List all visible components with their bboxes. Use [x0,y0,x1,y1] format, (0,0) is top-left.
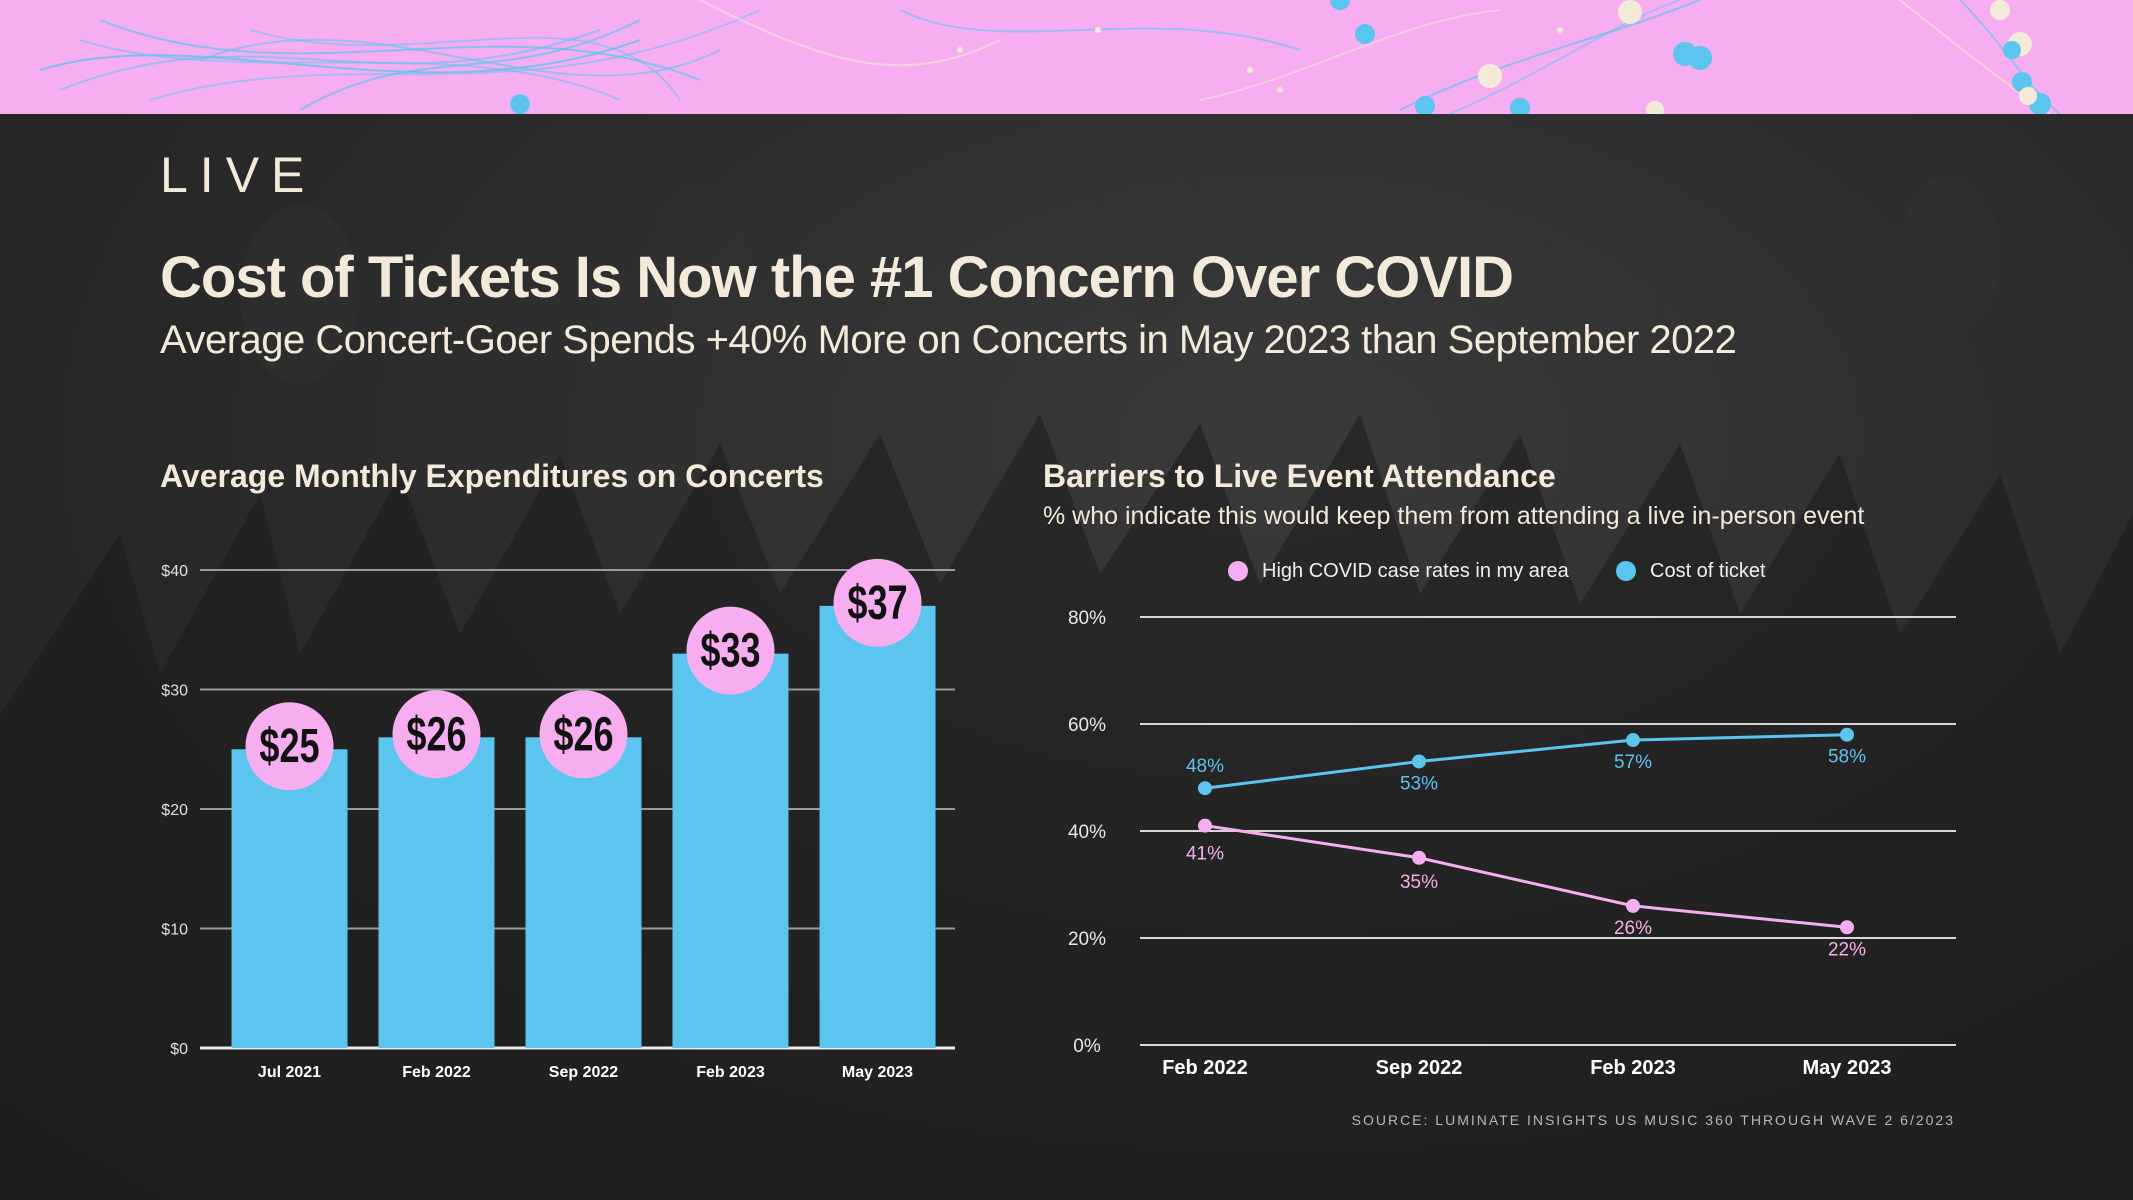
bar-x-tick-label: Sep 2022 [549,1064,618,1081]
line-y-tick-label: 60% [1068,715,1106,736]
page-title: Cost of Tickets Is Now the #1 Concern Ov… [160,245,1514,310]
line-x-tick-label: Feb 2023 [1590,1057,1676,1079]
bar-chart: $0 $10 $20 $30 $40 Jul 2021 $25 Feb 2022 $26 Sep … [161,558,955,1081]
bar-value-bubble [686,606,775,695]
line-data-label: 53% [1400,773,1438,794]
page-subtitle: Average Concert-Goer Spends +40% More on… [160,318,1737,362]
line-data-label: 58% [1828,747,1866,768]
section-label: LIVE [160,147,317,203]
line-y-tick-label: 0% [1073,1036,1101,1057]
bar-value-bubble [833,558,922,647]
bar-data-label: $33 [700,624,760,678]
line-x-tick-label: May 2023 [1803,1057,1892,1079]
line-y-tick-label: 80% [1068,608,1106,629]
bar-x-tick-label: Feb 2023 [696,1064,765,1081]
line-x-tick-label: Sep 2022 [1376,1057,1463,1079]
bar [525,737,642,1048]
line-data-label: 26% [1614,918,1652,939]
bar-chart-title: Average Monthly Expenditures on Concerts [160,458,824,494]
source-note: SOURCE: LUMINATE INSIGHTS US MUSIC 360 T… [1351,1112,1955,1128]
legend-swatch [1228,561,1248,581]
line-point [1626,733,1640,748]
series-line [1204,733,1848,790]
bar-y-tick-label: $10 [161,922,188,939]
bar-data-label: $26 [406,707,466,761]
legend-label: High COVID case rates in my area [1262,560,1570,582]
line-data-label: 48% [1186,756,1224,777]
line-data-label: 41% [1186,844,1224,865]
bar-data-label: $37 [847,576,907,630]
series-line [1204,824,1848,929]
legend-swatch [1616,561,1636,581]
bar-x-tick-label: Jul 2021 [258,1064,321,1081]
bar [672,653,789,1048]
bar [231,749,348,1048]
bar-x-tick-label: May 2023 [842,1064,913,1081]
bar [378,737,495,1048]
bar-y-tick-label: $30 [161,683,188,700]
line-chart: 0% 20% 40% 60% 80% Feb 2022 Sep 2022 Feb 2023 Ma… [1068,560,1956,1079]
line-point [1626,898,1640,913]
line-y-tick-label: 40% [1068,822,1106,843]
bar-y-tick-label: $40 [161,563,188,580]
line-data-label: 57% [1614,752,1652,773]
line-y-tick-label: 20% [1068,929,1106,950]
line-point [1198,781,1212,796]
bar-data-label: $25 [259,719,319,773]
line-chart-subtitle: % who indicate this would keep them from… [1043,502,1865,530]
bar-value-bubble [245,702,334,791]
decorative-banner [0,0,2133,114]
bar-x-tick-label: Feb 2022 [402,1064,471,1081]
line-x-tick-label: Feb 2022 [1162,1057,1248,1079]
bar-y-tick-label: $0 [170,1041,188,1058]
line-point [1840,727,1854,742]
bar-value-bubble [539,690,628,779]
line-point [1412,754,1426,769]
bar-value-bubble [392,690,481,779]
line-data-label: 22% [1828,939,1866,960]
line-point [1198,818,1212,833]
legend-label: Cost of ticket [1650,560,1766,582]
line-point [1412,850,1426,865]
bar-data-label: $26 [553,707,613,761]
banner-swirls-art [39,0,2061,114]
line-point [1840,920,1854,935]
line-chart-title: Barriers to Live Event Attendance [1043,458,1556,494]
bar-y-tick-label: $20 [161,802,188,819]
line-data-label: 35% [1400,872,1438,893]
bar [819,605,936,1048]
